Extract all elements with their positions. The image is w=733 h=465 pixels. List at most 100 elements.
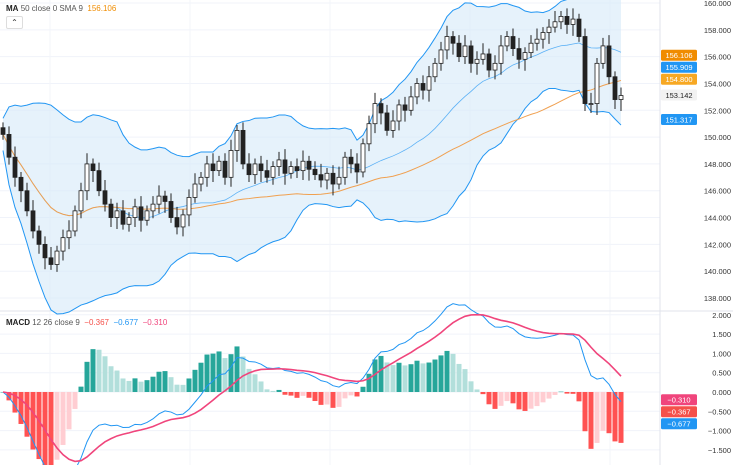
price-tag-bg <box>661 49 697 61</box>
price-tick-label: 156.000 <box>704 53 731 62</box>
macd-histogram-bar <box>282 392 288 395</box>
macd-histogram-bar <box>216 351 222 392</box>
macd-histogram-bar <box>390 365 396 392</box>
candle-body <box>564 16 570 25</box>
candle <box>402 96 408 122</box>
macd-histogram-bar <box>384 362 390 392</box>
macd-histogram-bar <box>234 346 240 392</box>
macd-histogram-bar <box>144 380 150 392</box>
candle-body <box>174 217 180 228</box>
candle <box>618 87 624 111</box>
price-tag: 154.800 <box>661 73 697 85</box>
macd-histogram-bar <box>288 392 294 396</box>
candle <box>0 122 6 140</box>
candle-body <box>294 166 300 172</box>
macd-histogram-bar <box>210 353 216 392</box>
candle <box>180 209 186 237</box>
macd-histogram-bar <box>456 363 462 392</box>
macd-histogram-bar <box>192 369 198 392</box>
macd-histogram-bar <box>48 392 54 465</box>
candle-body <box>312 168 318 176</box>
macd-histogram-bar <box>222 358 228 392</box>
macd-histogram-bar <box>138 381 144 392</box>
macd-histogram-bar <box>444 350 450 392</box>
candle <box>234 125 240 162</box>
macd-histogram-bar <box>582 392 588 432</box>
candle-body <box>318 174 324 181</box>
candle <box>216 155 222 176</box>
candle <box>192 173 198 203</box>
candle <box>558 11 564 30</box>
macd-legend-params: 12 26 close 9 <box>32 318 80 327</box>
macd-histogram-bar <box>258 381 264 392</box>
candle-body <box>114 210 120 218</box>
macd-histogram-bar <box>300 392 306 396</box>
candle <box>396 99 402 131</box>
price-tag-text: 153.142 <box>665 91 692 100</box>
candle <box>486 48 492 78</box>
candle <box>12 146 18 187</box>
candle-body <box>186 197 192 216</box>
candle-body <box>528 42 534 54</box>
candle <box>306 155 312 181</box>
macd-tag: −0.310 <box>661 394 697 406</box>
candle <box>366 115 372 152</box>
candle-body <box>180 214 186 228</box>
macd-histogram-bar <box>180 384 186 392</box>
macd-histogram-bar <box>162 371 168 392</box>
price-tick-label: 142.000 <box>704 240 731 249</box>
candle-body <box>390 120 396 131</box>
collapse-legend-button[interactable]: ⌃ <box>6 16 23 29</box>
candle <box>300 150 306 181</box>
candle-body <box>120 210 126 225</box>
candle <box>546 19 552 44</box>
candle <box>606 35 612 85</box>
macd-histogram-bar <box>42 392 48 465</box>
macd-histogram-bar <box>270 390 276 392</box>
macd-histogram-bar <box>588 392 594 449</box>
price-tick-label: 152.000 <box>704 106 731 115</box>
macd-histogram-bar <box>168 377 174 392</box>
candle <box>570 8 576 36</box>
candle-body <box>468 45 474 64</box>
candle-body <box>420 83 426 91</box>
candle <box>522 47 528 71</box>
candle-body <box>324 172 330 181</box>
macd-histogram-bar <box>312 392 318 402</box>
candle-body <box>156 195 162 205</box>
candle <box>24 182 30 217</box>
candle <box>594 57 600 115</box>
candle-body <box>510 36 516 49</box>
price-tag: 151.317 <box>661 113 697 125</box>
candle-body <box>210 163 216 172</box>
candle <box>504 31 510 52</box>
candle-body <box>30 210 36 232</box>
candle <box>168 193 174 223</box>
candle-body <box>402 104 408 111</box>
macd-histogram-bar <box>240 356 246 392</box>
candle-body <box>606 45 612 78</box>
candle-body <box>66 230 72 239</box>
macd-histogram-bar <box>342 392 348 399</box>
candle <box>210 153 216 183</box>
candle-body <box>216 160 222 172</box>
price-tick-label: 148.000 <box>704 160 731 169</box>
candle-body <box>60 237 66 252</box>
macd-histogram-bar <box>528 392 534 409</box>
macd-histogram-bar <box>90 349 96 392</box>
macd-tick-label: 1.500 <box>712 330 731 339</box>
price-tick-label: 146.000 <box>704 187 731 196</box>
candle-body <box>462 45 468 58</box>
candle-body <box>168 201 174 218</box>
candle-body <box>54 250 60 265</box>
macd-histogram-bar <box>84 361 90 392</box>
macd-histogram-bar <box>480 392 486 395</box>
candle <box>564 8 570 34</box>
macd-histogram-bar <box>612 392 618 442</box>
candle-body <box>558 16 564 23</box>
candle-body <box>576 18 582 37</box>
macd-histogram-bar <box>534 392 540 407</box>
candle <box>354 153 360 184</box>
candle-body <box>282 159 288 174</box>
